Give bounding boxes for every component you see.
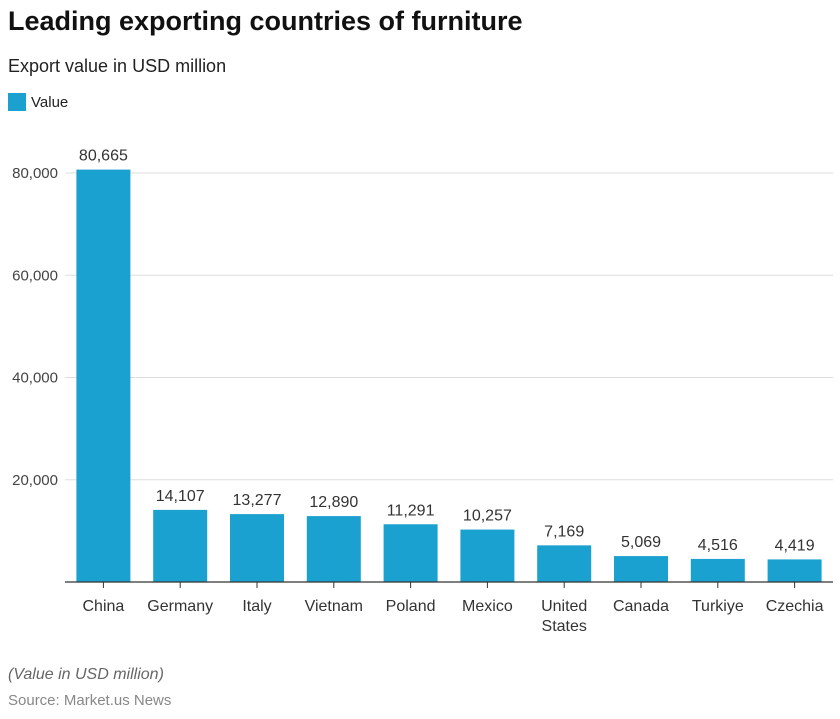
x-tick-label: Italy	[242, 598, 271, 615]
x-tick-label: Canada	[613, 598, 669, 615]
data-label: 14,107	[156, 488, 205, 505]
data-label: 13,277	[233, 492, 282, 509]
legend-label: Value	[31, 93, 69, 111]
y-tick-label: 40,000	[12, 370, 58, 387]
bar	[76, 169, 131, 582]
bar	[460, 529, 515, 582]
bar	[153, 509, 208, 582]
bar	[230, 514, 284, 582]
chart-note: (Value in USD million)	[8, 666, 164, 683]
data-label: 10,257	[463, 508, 512, 525]
x-tick-label: United States	[541, 598, 587, 635]
x-tick-label: Mexico	[462, 598, 513, 615]
chart-subtitle: Export value in USD million	[8, 56, 227, 76]
legend: Value	[8, 93, 68, 111]
data-label: 4,419	[775, 537, 815, 554]
x-tick-label: Germany	[147, 598, 213, 615]
data-label: 80,665	[79, 148, 128, 165]
data-label: 7,169	[544, 523, 584, 540]
bar	[306, 516, 361, 582]
chart-title: Leading exporting countries of furniture	[8, 6, 523, 36]
x-tick-label: Vietnam	[305, 598, 363, 615]
bar	[537, 545, 592, 582]
legend-swatch	[8, 93, 26, 111]
bar	[690, 558, 745, 582]
bar	[614, 556, 668, 582]
y-tick-label: 80,000	[12, 165, 58, 182]
data-label: 12,890	[309, 494, 358, 511]
x-tick-label: Poland	[386, 598, 436, 615]
y-tick-label: 60,000	[12, 267, 58, 284]
data-label: 11,291	[387, 502, 435, 519]
chart-source: Source: Market.us News	[8, 692, 172, 709]
x-tick-label: Czechia	[766, 598, 824, 615]
bar	[383, 524, 438, 582]
data-label: 4,516	[698, 537, 738, 554]
x-tick-label: China	[82, 598, 124, 615]
y-tick-label: 20,000	[12, 472, 58, 489]
data-label: 5,069	[621, 534, 661, 551]
bar	[767, 559, 822, 582]
x-tick-label: Turkiye	[692, 598, 744, 615]
